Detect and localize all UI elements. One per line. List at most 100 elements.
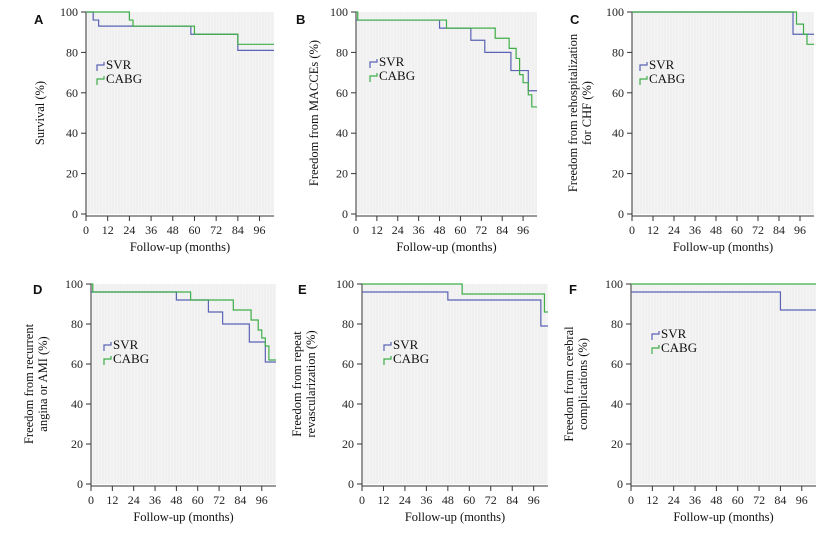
panel-letter: E: [298, 282, 307, 297]
panel-e: 0 20 40 60 80 100 0 12 24 36 48 60 72 84 96 Follow-up (…: [290, 277, 548, 524]
legend-label-cabg: CABG: [113, 351, 149, 366]
y-tick-label: 0: [342, 207, 348, 221]
y-tick-label: 60: [66, 86, 78, 100]
x-tick-label: 60: [731, 223, 743, 237]
y-tick-label: 20: [71, 437, 83, 451]
y-tick-label: 40: [336, 126, 348, 140]
y-tick-label: 100: [330, 5, 348, 19]
y-tick-label: 60: [611, 357, 623, 371]
x-tick-label: 84: [496, 223, 508, 237]
x-tick-label: 48: [710, 223, 722, 237]
series-svr-line: [631, 291, 816, 311]
x-tick-label: 12: [377, 493, 389, 507]
series-cabg-line: [362, 283, 548, 313]
y-tick-label: 0: [618, 207, 624, 221]
y-tick-label: 0: [72, 207, 78, 221]
series-cabg-line: [91, 283, 276, 361]
x-tick-label: 48: [170, 493, 182, 507]
x-tick-label: 72: [485, 493, 497, 507]
x-tick-label: 36: [413, 223, 425, 237]
legend-label-cabg: CABG: [649, 71, 685, 86]
plot-area: [86, 12, 274, 214]
legend-label-svr: SVR: [649, 57, 675, 72]
x-tick-label: 96: [796, 493, 808, 507]
x-tick-label: 12: [647, 223, 659, 237]
legend-label-cabg: CABG: [379, 68, 415, 83]
x-tick-label: 36: [689, 223, 701, 237]
y-tick-label: 20: [66, 167, 78, 181]
x-tick-label: 60: [732, 493, 744, 507]
x-tick-label: 84: [773, 223, 785, 237]
y-tick-label: 20: [336, 167, 348, 181]
legend-swatch-cabg: [96, 76, 105, 85]
x-axis-title: Follow-up (months): [133, 510, 233, 524]
y-tick-label: 60: [71, 357, 83, 371]
x-tick-label: 72: [475, 223, 487, 237]
x-tick-label: 60: [192, 493, 204, 507]
panel-letter: D: [33, 282, 42, 297]
y-tick-label: 20: [611, 437, 623, 451]
x-tick-label: 48: [442, 493, 454, 507]
x-tick-label: 60: [188, 223, 200, 237]
y-axis-title: Survival (%): [33, 81, 47, 145]
legend-label-svr: SVR: [661, 326, 687, 341]
x-tick-label: 48: [434, 223, 446, 237]
y-tick-label: 100: [60, 5, 78, 19]
y-axis-title: Freedom from rehospitalization: [566, 33, 580, 192]
panel-a: 0 20 40 60 80 100 0 12 24 36 48 60 72 84 96 Follow-up (…: [33, 5, 274, 254]
y-tick-label: 80: [336, 45, 348, 59]
x-tick-label: 84: [506, 493, 518, 507]
y-axis-title: Freedom from cerebral: [562, 326, 576, 442]
x-tick-label: 96: [517, 223, 529, 237]
x-tick-label: 24: [128, 493, 140, 507]
legend-label-cabg: CABG: [106, 71, 142, 86]
x-tick-label: 0: [628, 493, 634, 507]
panel-b: 0 20 40 60 80 100 0 12 24 36 48 60 72 84 96 Follow-up (…: [296, 5, 537, 254]
x-tick-label: 24: [668, 493, 680, 507]
x-tick-label: 96: [256, 493, 268, 507]
y-tick-label: 0: [617, 477, 623, 491]
x-tick-label: 36: [689, 493, 701, 507]
series-svr-line: [362, 291, 548, 327]
y-tick-label: 0: [348, 477, 354, 491]
legend-swatch-cabg: [369, 73, 378, 82]
y-tick-label: 0: [77, 477, 83, 491]
x-axis-title: Follow-up (months): [396, 240, 496, 254]
x-tick-label: 72: [210, 223, 222, 237]
legend-swatch-svr: [383, 342, 392, 351]
x-tick-label: 48: [710, 493, 722, 507]
y-tick-label: 100: [65, 277, 83, 291]
x-tick-label: 36: [149, 493, 161, 507]
legend-swatch-cabg: [103, 356, 112, 365]
x-tick-label: 48: [167, 223, 179, 237]
y-axis-title: Freedom from recurrent: [22, 323, 36, 444]
y-axis-title: angina or AMI (%): [36, 336, 50, 431]
y-tick-label: 80: [611, 317, 623, 331]
x-tick-label: 96: [794, 223, 806, 237]
y-tick-label: 80: [612, 45, 624, 59]
x-tick-label: 12: [102, 223, 114, 237]
x-axis-title: Follow-up (months): [130, 240, 230, 254]
panel-letter: C: [570, 12, 580, 27]
legend-swatch-svr: [369, 59, 378, 68]
x-tick-label: 24: [399, 493, 411, 507]
legend-label-svr: SVR: [106, 57, 132, 72]
x-tick-label: 72: [213, 493, 225, 507]
y-tick-label: 80: [342, 317, 354, 331]
y-tick-label: 40: [612, 126, 624, 140]
x-tick-label: 60: [454, 223, 466, 237]
x-tick-label: 12: [371, 223, 383, 237]
y-axis-title: revascularization (%): [304, 330, 318, 437]
series-cabg-line: [632, 11, 814, 45]
x-tick-label: 72: [752, 223, 764, 237]
legend-swatch-cabg: [639, 76, 648, 85]
legend-label-svr: SVR: [113, 337, 139, 352]
x-tick-label: 0: [88, 493, 94, 507]
x-tick-label: 0: [629, 223, 635, 237]
x-tick-label: 84: [232, 223, 244, 237]
x-tick-label: 0: [359, 493, 365, 507]
panel-letter: F: [569, 282, 577, 297]
legend-label-svr: SVR: [393, 337, 419, 352]
plot-area: [91, 284, 276, 484]
